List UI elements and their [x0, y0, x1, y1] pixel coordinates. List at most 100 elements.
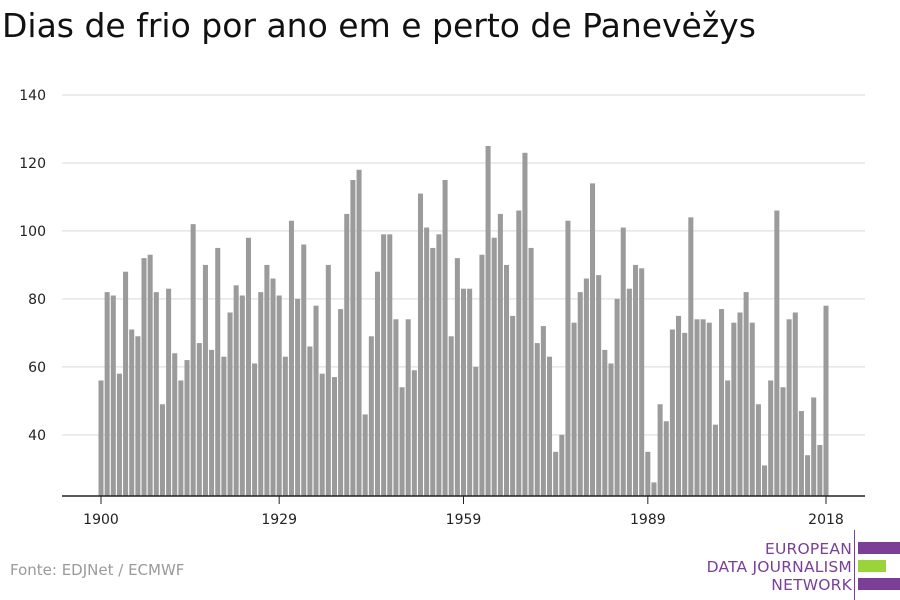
bar-1916: [196, 343, 202, 496]
bar-1902: [110, 295, 116, 496]
bar-1906: [135, 336, 141, 496]
bar-1971: [534, 343, 540, 496]
bar-1992: [663, 421, 669, 496]
bar-1967: [510, 315, 516, 496]
bar-1974: [553, 451, 559, 496]
bar-1956: [442, 179, 448, 496]
bar-1960: [467, 288, 473, 496]
x-tick-label: 1959: [446, 512, 482, 528]
source-credit: Fonte: EDJNet / ECMWF: [10, 561, 185, 579]
bar-1953: [424, 227, 430, 496]
logo-bar-bottom: [858, 578, 900, 590]
bar-1909: [153, 292, 159, 496]
bar-1990: [651, 482, 657, 496]
x-tick-label: 1900: [83, 512, 119, 528]
bar-1958: [454, 258, 460, 496]
bar-1981: [596, 275, 602, 496]
x-axis-labels: 1900 1929 1959 1989 2018: [83, 512, 844, 528]
bar-1929: [276, 295, 282, 496]
bar-1966: [503, 264, 510, 496]
bar-1925: [252, 363, 258, 496]
bar-1973: [547, 356, 553, 496]
bars: [98, 145, 829, 497]
bar-1933: [301, 244, 307, 496]
bar-1917: [202, 264, 208, 496]
bar-1978: [577, 292, 583, 496]
bar-1961: [473, 366, 479, 496]
bar-1980: [590, 183, 596, 497]
bar-1970: [528, 247, 534, 496]
bar-1943: [362, 414, 368, 496]
bar-2004: [737, 312, 743, 496]
axes: [62, 495, 865, 504]
bar-2018: [823, 305, 829, 496]
logo-divider: [854, 530, 855, 600]
x-tick-label: 1989: [630, 512, 666, 528]
bar-1945: [374, 271, 380, 496]
bar-1922: [233, 285, 239, 496]
bar-2012: [786, 319, 792, 496]
bar-1986: [626, 288, 632, 496]
bar-1996: [688, 217, 694, 496]
bar-1936: [319, 373, 325, 496]
y-tick-label: 140: [19, 88, 46, 104]
x-tick-label: 2018: [808, 512, 844, 528]
y-tick-label: 80: [28, 292, 46, 308]
bar-1931: [288, 220, 294, 497]
bar-1912: [172, 353, 178, 496]
bar-1979: [583, 278, 589, 496]
y-tick-label: 100: [19, 224, 46, 240]
bar-1940: [344, 213, 350, 496]
bar-1952: [417, 193, 424, 497]
y-tick-label: 120: [19, 156, 46, 172]
bar-2002: [725, 380, 731, 496]
bar-1949: [399, 387, 405, 496]
logo-bar-middle: [858, 560, 886, 572]
bar-1900: [98, 380, 104, 496]
bar-1976: [565, 220, 571, 497]
y-tick-label: 60: [28, 360, 46, 376]
bar-2011: [780, 387, 786, 496]
bar-2006: [749, 322, 755, 496]
bar-2005: [743, 292, 749, 496]
chart-title: Dias de frio por ano em e perto de Panev…: [2, 6, 756, 45]
bar-1997: [694, 319, 700, 496]
bar-1904: [123, 271, 129, 496]
bar-1988: [639, 268, 645, 496]
bar-2003: [731, 322, 737, 496]
bar-2015: [805, 455, 811, 496]
bar-1983: [608, 363, 614, 496]
bar-1914: [184, 360, 190, 496]
bar-2010: [774, 210, 780, 497]
bar-1950: [405, 319, 411, 496]
bar-1923: [239, 295, 245, 496]
bar-1913: [178, 380, 184, 496]
bar-1991: [657, 404, 663, 496]
edjnet-logo: EUROPEAN DATA JOURNALISM NETWORK: [700, 530, 900, 600]
bar-1934: [307, 346, 313, 496]
bar-2017: [817, 445, 823, 496]
bar-1977: [571, 322, 577, 496]
bar-1919: [215, 247, 221, 496]
x-tick-label: 1929: [261, 512, 297, 528]
bar-1965: [497, 213, 503, 496]
bar-1963: [485, 145, 491, 496]
bar-1939: [338, 309, 344, 496]
bar-1993: [669, 329, 675, 496]
bar-1911: [166, 288, 172, 496]
bar-1962: [479, 254, 485, 496]
bar-1920: [221, 356, 227, 496]
bar-1969: [522, 152, 528, 496]
bar-2000: [712, 424, 718, 496]
bar-1937: [325, 264, 331, 496]
bar-2007: [755, 404, 761, 496]
bar-1918: [209, 349, 215, 496]
logo-line-2: DATA JOURNALISM: [706, 558, 852, 576]
bar-1959: [460, 288, 467, 496]
bar-1947: [387, 234, 393, 496]
bar-1908: [147, 254, 153, 496]
bar-1975: [559, 434, 565, 496]
y-tick-label: 40: [28, 428, 46, 444]
bar-1921: [227, 312, 233, 496]
